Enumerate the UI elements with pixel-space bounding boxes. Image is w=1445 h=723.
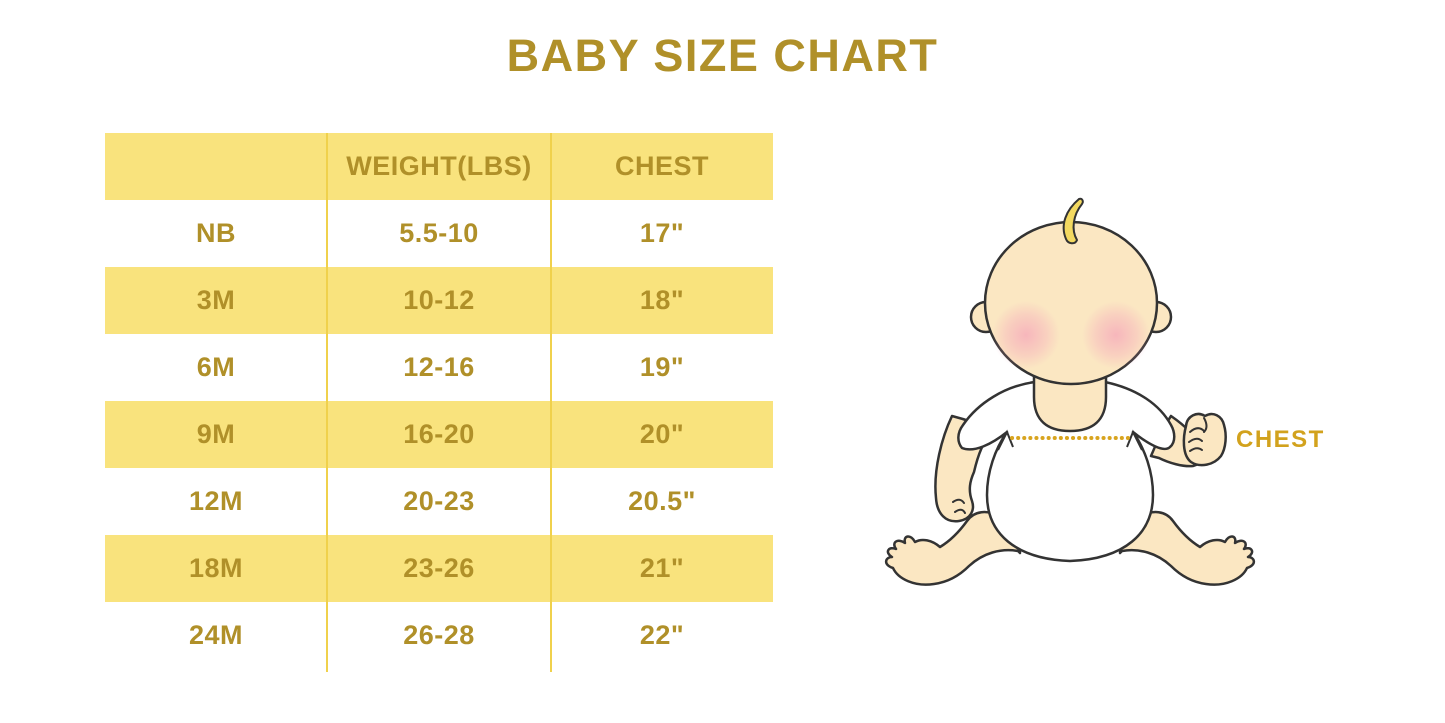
size-cell: 3M (196, 285, 236, 315)
table-header-row: WEIGHT(LBS) CHEST (105, 133, 773, 200)
chest-cell: 21" (639, 553, 685, 583)
page-title: BABY SIZE CHART (506, 30, 939, 81)
size-cell: 12M (188, 486, 244, 516)
weight-cell: 12-16 (403, 352, 475, 382)
baby-leg-right (1118, 510, 1256, 586)
size-table: WEIGHT(LBS) CHEST NB 5.5-10 17" 3M 10-12… (105, 133, 773, 672)
chest-label: CHEST (1236, 426, 1325, 453)
baby-leg-left (884, 510, 1022, 586)
column-divider (326, 133, 328, 672)
table-row: 18M 23-26 21" (105, 535, 773, 602)
table-row: 3M 10-12 18" (105, 267, 773, 334)
baby-cheek-left (992, 301, 1060, 369)
chest-cell: 22" (639, 620, 685, 650)
chest-cell: 20.5" (628, 486, 696, 516)
baby-armpit-slit-right (1126, 429, 1143, 451)
weight-cell: 5.5-10 (399, 218, 479, 248)
table-row: 12M 20-23 20.5" (105, 468, 773, 535)
size-cell: 6M (196, 352, 236, 382)
weight-cell: 10-12 (403, 285, 475, 315)
table-row: NB 5.5-10 17" (105, 200, 773, 267)
header-cell-weight: WEIGHT(LBS) (346, 151, 532, 181)
chest-cell: 19" (639, 352, 685, 382)
chest-cell: 17" (639, 218, 685, 248)
weight-cell: 26-28 (403, 620, 475, 650)
weight-cell: 16-20 (403, 419, 475, 449)
size-cell: 24M (188, 620, 244, 650)
baby-illustration: CHEST (884, 197, 1325, 586)
baby-armpit-slit-left (997, 429, 1014, 451)
size-cell: 18M (188, 553, 244, 583)
baby-shirt (957, 380, 1176, 563)
baby-fist-fingers (1188, 417, 1208, 452)
baby-cheek-right (1082, 301, 1150, 369)
weight-cell: 20-23 (403, 486, 475, 516)
chest-cell: 20" (639, 419, 685, 449)
size-cell: 9M (196, 419, 236, 449)
weight-cell: 23-26 (403, 553, 475, 583)
header-cell-chest: CHEST (614, 151, 709, 181)
table-row: 6M 12-16 19" (105, 334, 773, 401)
size-cell: NB (196, 218, 236, 248)
baby-hair-curl (1062, 197, 1084, 245)
baby-hand-left-fingers (952, 498, 966, 514)
table-row: 24M 26-28 22" (105, 602, 773, 669)
baby-fist-right (1182, 412, 1227, 467)
chest-cell: 18" (639, 285, 685, 315)
table-row: 9M 16-20 20" (105, 401, 773, 468)
column-divider (550, 133, 552, 672)
